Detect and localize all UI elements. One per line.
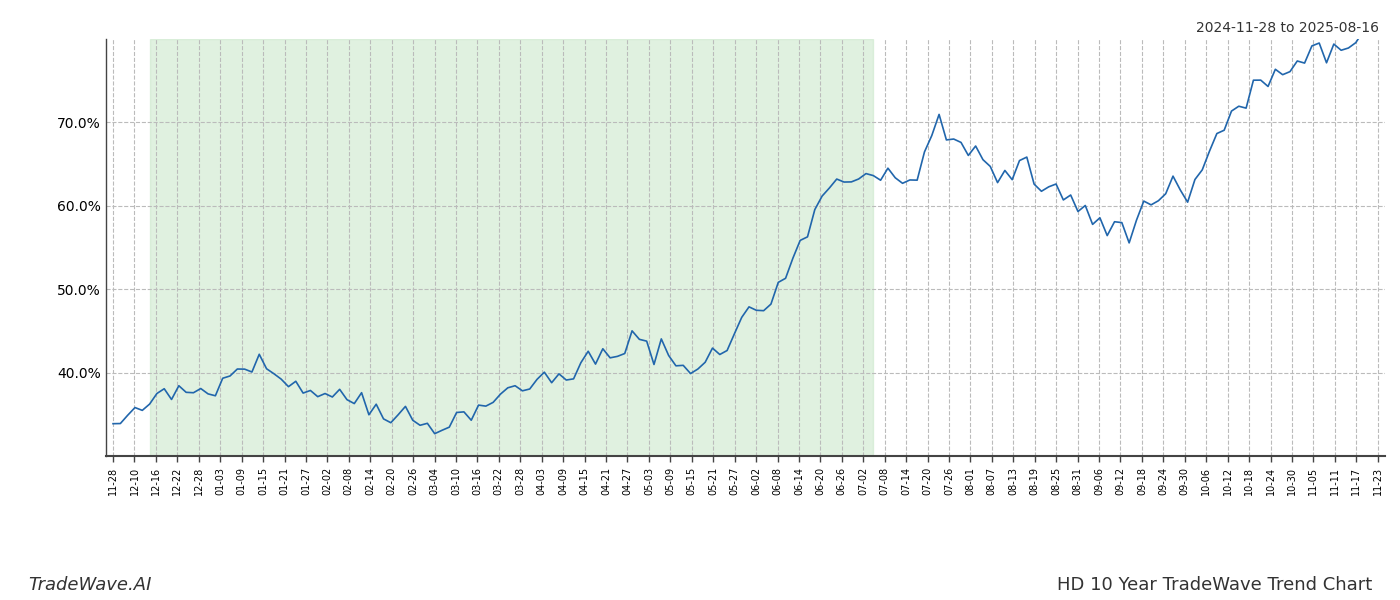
- Text: 2024-11-28 to 2025-08-16: 2024-11-28 to 2025-08-16: [1196, 21, 1379, 35]
- Bar: [150, 39, 874, 456]
- Text: HD 10 Year TradeWave Trend Chart: HD 10 Year TradeWave Trend Chart: [1057, 576, 1372, 594]
- Text: TradeWave.AI: TradeWave.AI: [28, 576, 151, 594]
